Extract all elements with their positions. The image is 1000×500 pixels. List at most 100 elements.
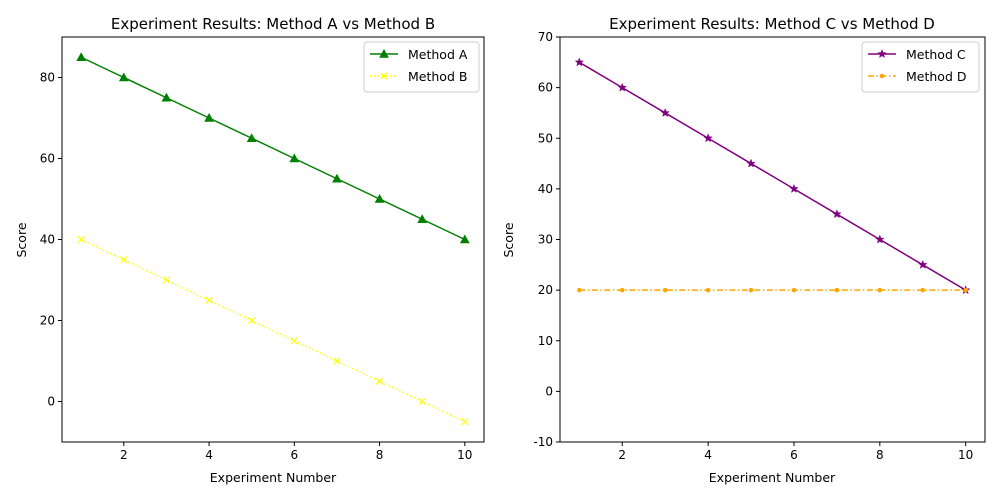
y-axis-label: Score (501, 222, 516, 257)
series-line-method-a (80, 56, 466, 241)
data-point-method-b (120, 256, 128, 264)
series-lines (578, 61, 967, 291)
series-markers (76, 52, 470, 426)
data-point-method-a (246, 133, 257, 143)
data-point-method-d (963, 287, 968, 293)
plot-area (559, 36, 986, 443)
data-point-method-b (248, 316, 256, 325)
legend: Method A Method B (363, 41, 480, 93)
y-tick-label: -10 (533, 435, 553, 449)
data-point-method-d (834, 287, 840, 293)
x-axis-label: Experiment Number (709, 470, 836, 485)
x-tick-label: 6 (790, 448, 798, 462)
series-line-method-c (578, 61, 967, 291)
legend-marker (879, 73, 885, 79)
data-point-method-b (333, 357, 341, 365)
data-point-method-c (917, 259, 928, 269)
data-point-method-c (703, 133, 713, 143)
legend-swatch-method-d (868, 73, 896, 79)
data-point-method-d (577, 287, 582, 293)
y-tick-label: 0 (545, 384, 553, 398)
series-markers (574, 57, 971, 295)
x-tick-label: 2 (618, 448, 626, 462)
y-tick-label: 40 (538, 182, 553, 196)
x-tick-label: 4 (704, 448, 712, 462)
legend-marker (380, 72, 388, 80)
data-point-method-b (162, 276, 171, 284)
legend-entry-method-d: Method D (868, 69, 966, 84)
legend-entry-method-b: Method B (370, 69, 467, 84)
chart-panel-right: Experiment Results: Method C vs Method D… (501, 15, 986, 485)
data-point-method-a (417, 214, 428, 224)
legend-entry-method-a: Method A (370, 47, 468, 62)
data-point-method-a (204, 112, 214, 122)
data-point-method-d (705, 287, 711, 293)
data-point-method-b (375, 377, 384, 385)
data-point-method-a (161, 92, 172, 102)
data-point-method-d (877, 287, 883, 293)
data-point-method-a (76, 52, 87, 62)
legend-marker (379, 48, 389, 58)
y-tick-label: 30 (538, 233, 553, 247)
y-axis-label: Score (14, 222, 29, 257)
data-point-method-c (574, 57, 585, 67)
chart-panel-left: Experiment Results: Method A vs Method B… (14, 15, 485, 485)
axis-ticks: 2 4 6 8 10 -10 0 10 20 30 40 50 60 70 (533, 30, 973, 462)
data-point-method-a (374, 193, 385, 203)
legend-label-method-a: Method A (408, 47, 468, 62)
x-tick-label: 10 (958, 448, 973, 462)
y-tick-label: 80 (40, 71, 55, 85)
data-point-method-a (459, 234, 470, 244)
x-tick-label: 8 (876, 448, 884, 462)
data-point-method-a (118, 72, 129, 82)
axis-ticks: 2 4 6 8 10 0 20 40 60 80 (40, 71, 473, 463)
legend: Method C Method D (861, 41, 980, 93)
data-point-method-c (875, 234, 885, 244)
data-point-method-c (660, 107, 670, 118)
data-point-method-c (789, 183, 799, 193)
y-tick-label: 10 (538, 334, 553, 348)
data-point-method-c (617, 82, 628, 92)
x-axis-label: Experiment Number (210, 470, 337, 485)
x-tick-label: 8 (376, 448, 384, 462)
y-tick-label: 70 (538, 30, 553, 44)
y-tick-label: 60 (40, 152, 55, 166)
data-point-method-d (791, 287, 797, 293)
data-point-method-b (461, 418, 469, 426)
data-point-method-d (920, 287, 926, 293)
legend-label-method-b: Method B (408, 69, 467, 84)
y-tick-label: 20 (40, 314, 55, 328)
chart-title: Experiment Results: Method C vs Method D (609, 15, 935, 33)
x-tick-label: 4 (205, 448, 213, 462)
data-point-method-d (662, 287, 668, 293)
data-point-method-b (77, 235, 85, 244)
y-tick-label: 60 (538, 81, 553, 95)
legend-swatch-method-a (370, 48, 398, 58)
data-point-method-b (418, 397, 426, 406)
x-tick-label: 6 (290, 448, 298, 462)
legend-label-method-c: Method C (906, 47, 966, 62)
y-tick-label: 40 (40, 233, 55, 247)
chart-title: Experiment Results: Method A vs Method B (111, 15, 435, 33)
data-point-method-a (289, 153, 300, 163)
y-tick-label: 20 (538, 283, 553, 297)
legend-entry-method-c: Method C (868, 47, 966, 62)
data-point-method-a (332, 173, 342, 183)
series-lines (80, 56, 466, 423)
plot-area (61, 36, 485, 443)
y-tick-label: 50 (538, 131, 553, 145)
legend-swatch-method-b (370, 72, 398, 80)
data-point-method-b (205, 296, 213, 304)
legend-marker (877, 48, 887, 59)
series-line-method-b (80, 238, 466, 423)
x-tick-label: 2 (120, 448, 128, 462)
data-point-method-d (619, 287, 625, 293)
data-point-method-c (832, 209, 842, 219)
data-point-method-c (746, 158, 756, 168)
data-point-method-b (290, 337, 298, 345)
data-point-method-d (748, 287, 754, 293)
y-tick-label: 0 (47, 395, 55, 409)
legend-label-method-d: Method D (906, 69, 966, 84)
x-tick-label: 10 (457, 448, 472, 462)
